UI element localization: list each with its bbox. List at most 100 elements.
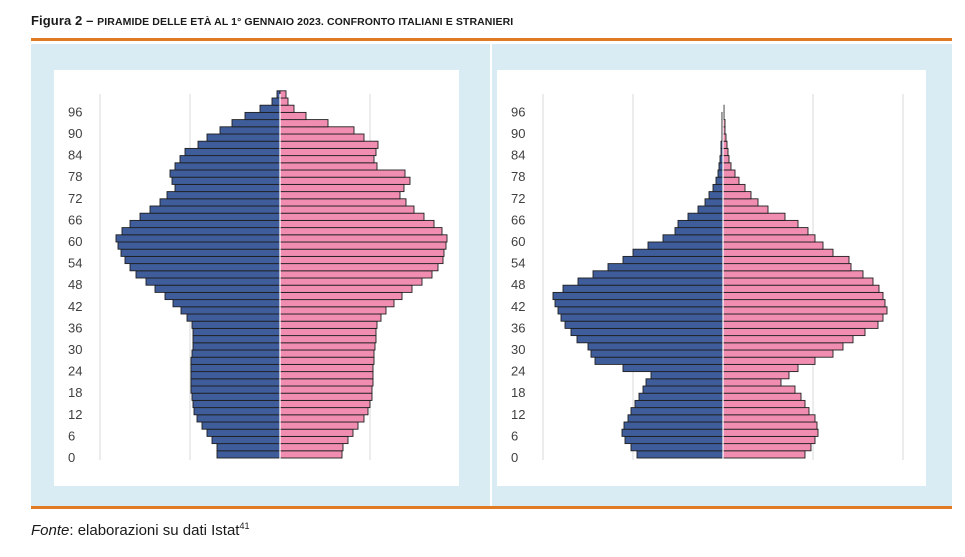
bar — [621, 428, 724, 437]
y-tick-label: 30 — [511, 342, 525, 357]
bar — [279, 263, 439, 272]
bar — [139, 212, 281, 221]
pyramid-panel-stranieri: 0 6 12 18 24 30 36 42 48 54 60 66 72 78 84 90 96 — [497, 70, 926, 486]
bar — [594, 356, 724, 365]
bar — [279, 428, 354, 437]
bar — [279, 90, 287, 99]
bar — [279, 320, 378, 329]
y-tick-label: 66 — [68, 212, 82, 227]
bar — [279, 155, 375, 164]
bar — [722, 342, 844, 351]
bar — [279, 407, 369, 416]
figure-label: Figura 2 — [31, 13, 83, 28]
bar — [279, 104, 295, 113]
bar — [722, 421, 818, 430]
bar — [279, 284, 413, 293]
bar — [201, 421, 281, 430]
bar — [564, 320, 724, 329]
bar — [722, 378, 782, 387]
bar — [638, 392, 724, 401]
bar — [190, 385, 281, 394]
bar — [722, 183, 746, 193]
bar — [576, 335, 724, 344]
bar — [191, 392, 281, 401]
y-tick-label: 24 — [68, 364, 82, 379]
bar — [192, 399, 281, 409]
bar — [632, 248, 724, 257]
bar — [171, 176, 281, 185]
bar — [231, 119, 281, 128]
bar — [186, 313, 281, 322]
bar — [219, 126, 281, 135]
bar — [722, 248, 834, 257]
bar — [279, 450, 343, 459]
pyramid-panel-italiani: 0 6 12 18 24 30 36 42 48 54 60 66 72 78 84 90 96 — [54, 70, 461, 486]
figure-title: Figura 2 – Piramide delle età al 1° genn… — [31, 13, 513, 28]
bar — [279, 371, 374, 380]
bar — [722, 450, 806, 459]
bar — [135, 270, 281, 279]
bar — [216, 450, 281, 459]
series-right — [722, 104, 888, 459]
bar — [190, 371, 281, 380]
bar — [722, 291, 884, 301]
source-note-ref: 41 — [239, 521, 250, 531]
bar — [722, 414, 816, 423]
bar — [722, 356, 816, 365]
y-tick-label: 18 — [68, 385, 82, 400]
bar — [259, 104, 281, 113]
bar — [722, 335, 854, 344]
bar — [722, 219, 799, 229]
bar — [279, 147, 377, 157]
bar — [279, 255, 444, 265]
bar — [279, 327, 377, 337]
bar — [722, 169, 736, 178]
bar — [624, 435, 724, 445]
y-tick-label: 90 — [68, 126, 82, 141]
bar — [191, 349, 281, 358]
bar — [722, 162, 732, 171]
bar — [722, 435, 816, 445]
bar — [704, 198, 724, 207]
bar — [677, 219, 724, 229]
y-tick-label: 0 — [511, 450, 518, 465]
bar — [717, 169, 724, 178]
bar — [279, 306, 387, 315]
bar — [190, 356, 281, 365]
bar — [650, 371, 724, 380]
bar — [722, 371, 790, 380]
bar — [279, 277, 423, 286]
y-tick-label: 48 — [511, 277, 525, 292]
bar — [115, 234, 281, 243]
bar — [279, 162, 378, 171]
bar — [722, 363, 799, 373]
bar — [279, 421, 359, 430]
bar — [271, 97, 281, 106]
bar — [124, 255, 281, 265]
bar — [662, 234, 724, 243]
bar — [192, 327, 281, 337]
bar — [244, 111, 281, 121]
bar — [279, 392, 373, 401]
bar — [172, 299, 281, 308]
bar — [164, 291, 281, 301]
series-right — [279, 90, 448, 459]
bar — [674, 227, 724, 236]
bar — [174, 183, 281, 193]
bar — [192, 342, 281, 351]
bar — [279, 443, 344, 452]
bar — [206, 428, 281, 437]
pyramid-chart-italiani: 0 6 12 18 24 30 36 42 48 54 60 66 72 78 84 90 96 — [68, 90, 461, 465]
bar — [279, 198, 407, 207]
bar — [279, 212, 425, 221]
bar — [120, 248, 281, 257]
bar — [722, 349, 834, 358]
pyramid-chart-stranieri: 0 6 12 18 24 30 36 42 48 54 60 66 72 78 84 90 96 — [511, 94, 904, 465]
bar — [722, 399, 806, 409]
bar — [191, 320, 281, 329]
bar — [722, 306, 888, 315]
bar — [722, 147, 729, 157]
bar — [279, 385, 373, 394]
bar — [279, 234, 448, 243]
bar — [562, 284, 724, 293]
